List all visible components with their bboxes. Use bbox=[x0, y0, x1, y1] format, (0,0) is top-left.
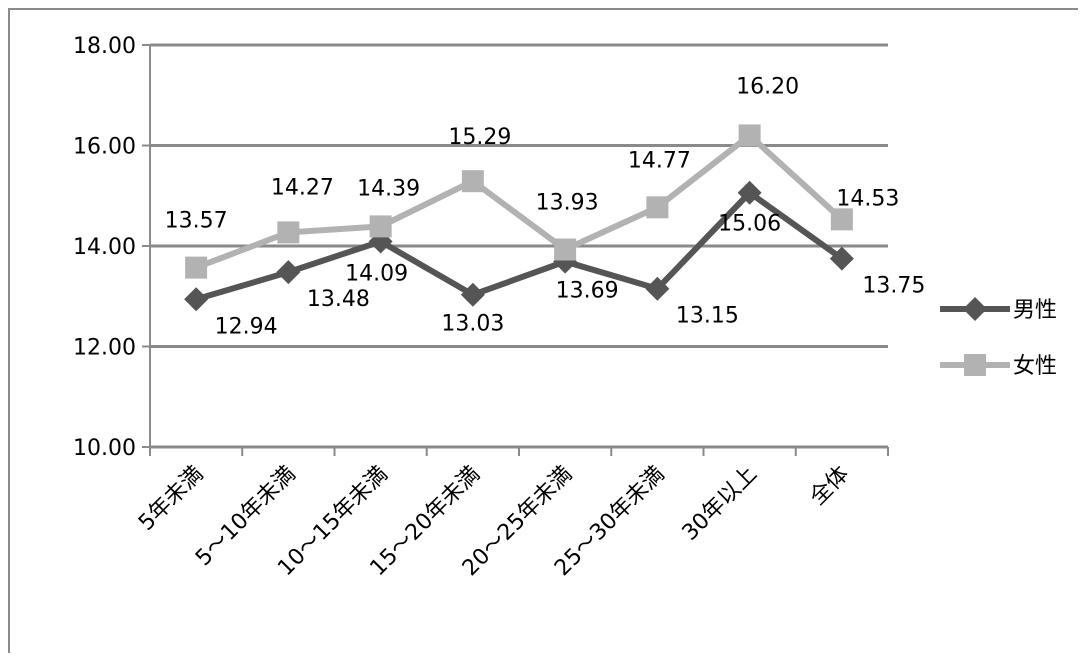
x-tick-label: 30年以上 bbox=[678, 462, 762, 546]
data-label-male: 13.48 bbox=[307, 287, 370, 312]
legend-label: 男性 bbox=[1013, 298, 1057, 323]
marker-diamond bbox=[829, 246, 854, 271]
data-label-female: 14.27 bbox=[271, 175, 334, 200]
marker-square bbox=[461, 170, 484, 193]
chart-frame bbox=[8, 8, 1078, 653]
series-line-2 bbox=[195, 131, 844, 271]
series-group bbox=[184, 124, 854, 312]
data-label-male: 15.06 bbox=[718, 212, 781, 237]
legend-marker-square bbox=[964, 354, 986, 376]
marker-diamond bbox=[184, 287, 209, 312]
data-label-male: 13.03 bbox=[441, 312, 504, 337]
y-tick-label: 10.00 bbox=[73, 436, 136, 461]
y-tick-label: 12.00 bbox=[73, 336, 136, 361]
marker-diamond bbox=[645, 276, 670, 301]
marker-square bbox=[646, 196, 669, 219]
marker-diamond bbox=[553, 249, 578, 274]
data-label-female: 16.20 bbox=[736, 74, 799, 99]
data-label-female: 13.57 bbox=[165, 209, 228, 234]
data-label-male: 13.75 bbox=[862, 274, 925, 299]
y-tick-label: 16.00 bbox=[73, 135, 136, 160]
data-label-male: 14.09 bbox=[345, 261, 408, 286]
x-tick-label: 5年未満 bbox=[134, 462, 208, 536]
x-axis-ticks: 5年未満5～10年未満10～15年未満15～20年未満20～25年未満25～30… bbox=[134, 462, 854, 582]
marker-square bbox=[185, 256, 208, 279]
data-label-female: 14.53 bbox=[836, 186, 899, 211]
series-line-1 bbox=[195, 188, 844, 303]
data-label-male: 13.15 bbox=[676, 304, 739, 329]
data-label-male: 12.94 bbox=[215, 314, 278, 339]
marker-square bbox=[738, 124, 761, 147]
y-tick-label: 18.00 bbox=[73, 34, 136, 59]
marker-diamond bbox=[737, 180, 762, 205]
data-label-female: 15.29 bbox=[448, 125, 511, 150]
marker-square bbox=[369, 215, 392, 238]
marker-diamond bbox=[460, 282, 485, 307]
data-label-male: 13.69 bbox=[556, 279, 619, 304]
marker-diamond bbox=[276, 260, 301, 285]
data-label-female: 14.77 bbox=[628, 148, 691, 173]
data-label-female: 13.93 bbox=[536, 191, 599, 216]
axes bbox=[142, 44, 889, 456]
legend-label: 女性 bbox=[1013, 354, 1057, 379]
marker-square bbox=[277, 221, 300, 244]
y-tick-label: 14.00 bbox=[73, 235, 136, 260]
y-axis-ticks: 10.00 12.00 14.00 16.00 18.00 bbox=[73, 34, 136, 461]
gridlines bbox=[150, 43, 888, 348]
marker-square bbox=[554, 238, 577, 261]
x-tick-label: 全体 bbox=[805, 462, 854, 511]
legend-marker-diamond bbox=[963, 297, 987, 321]
marker-square bbox=[830, 208, 853, 231]
data-label-female: 14.39 bbox=[357, 176, 420, 201]
